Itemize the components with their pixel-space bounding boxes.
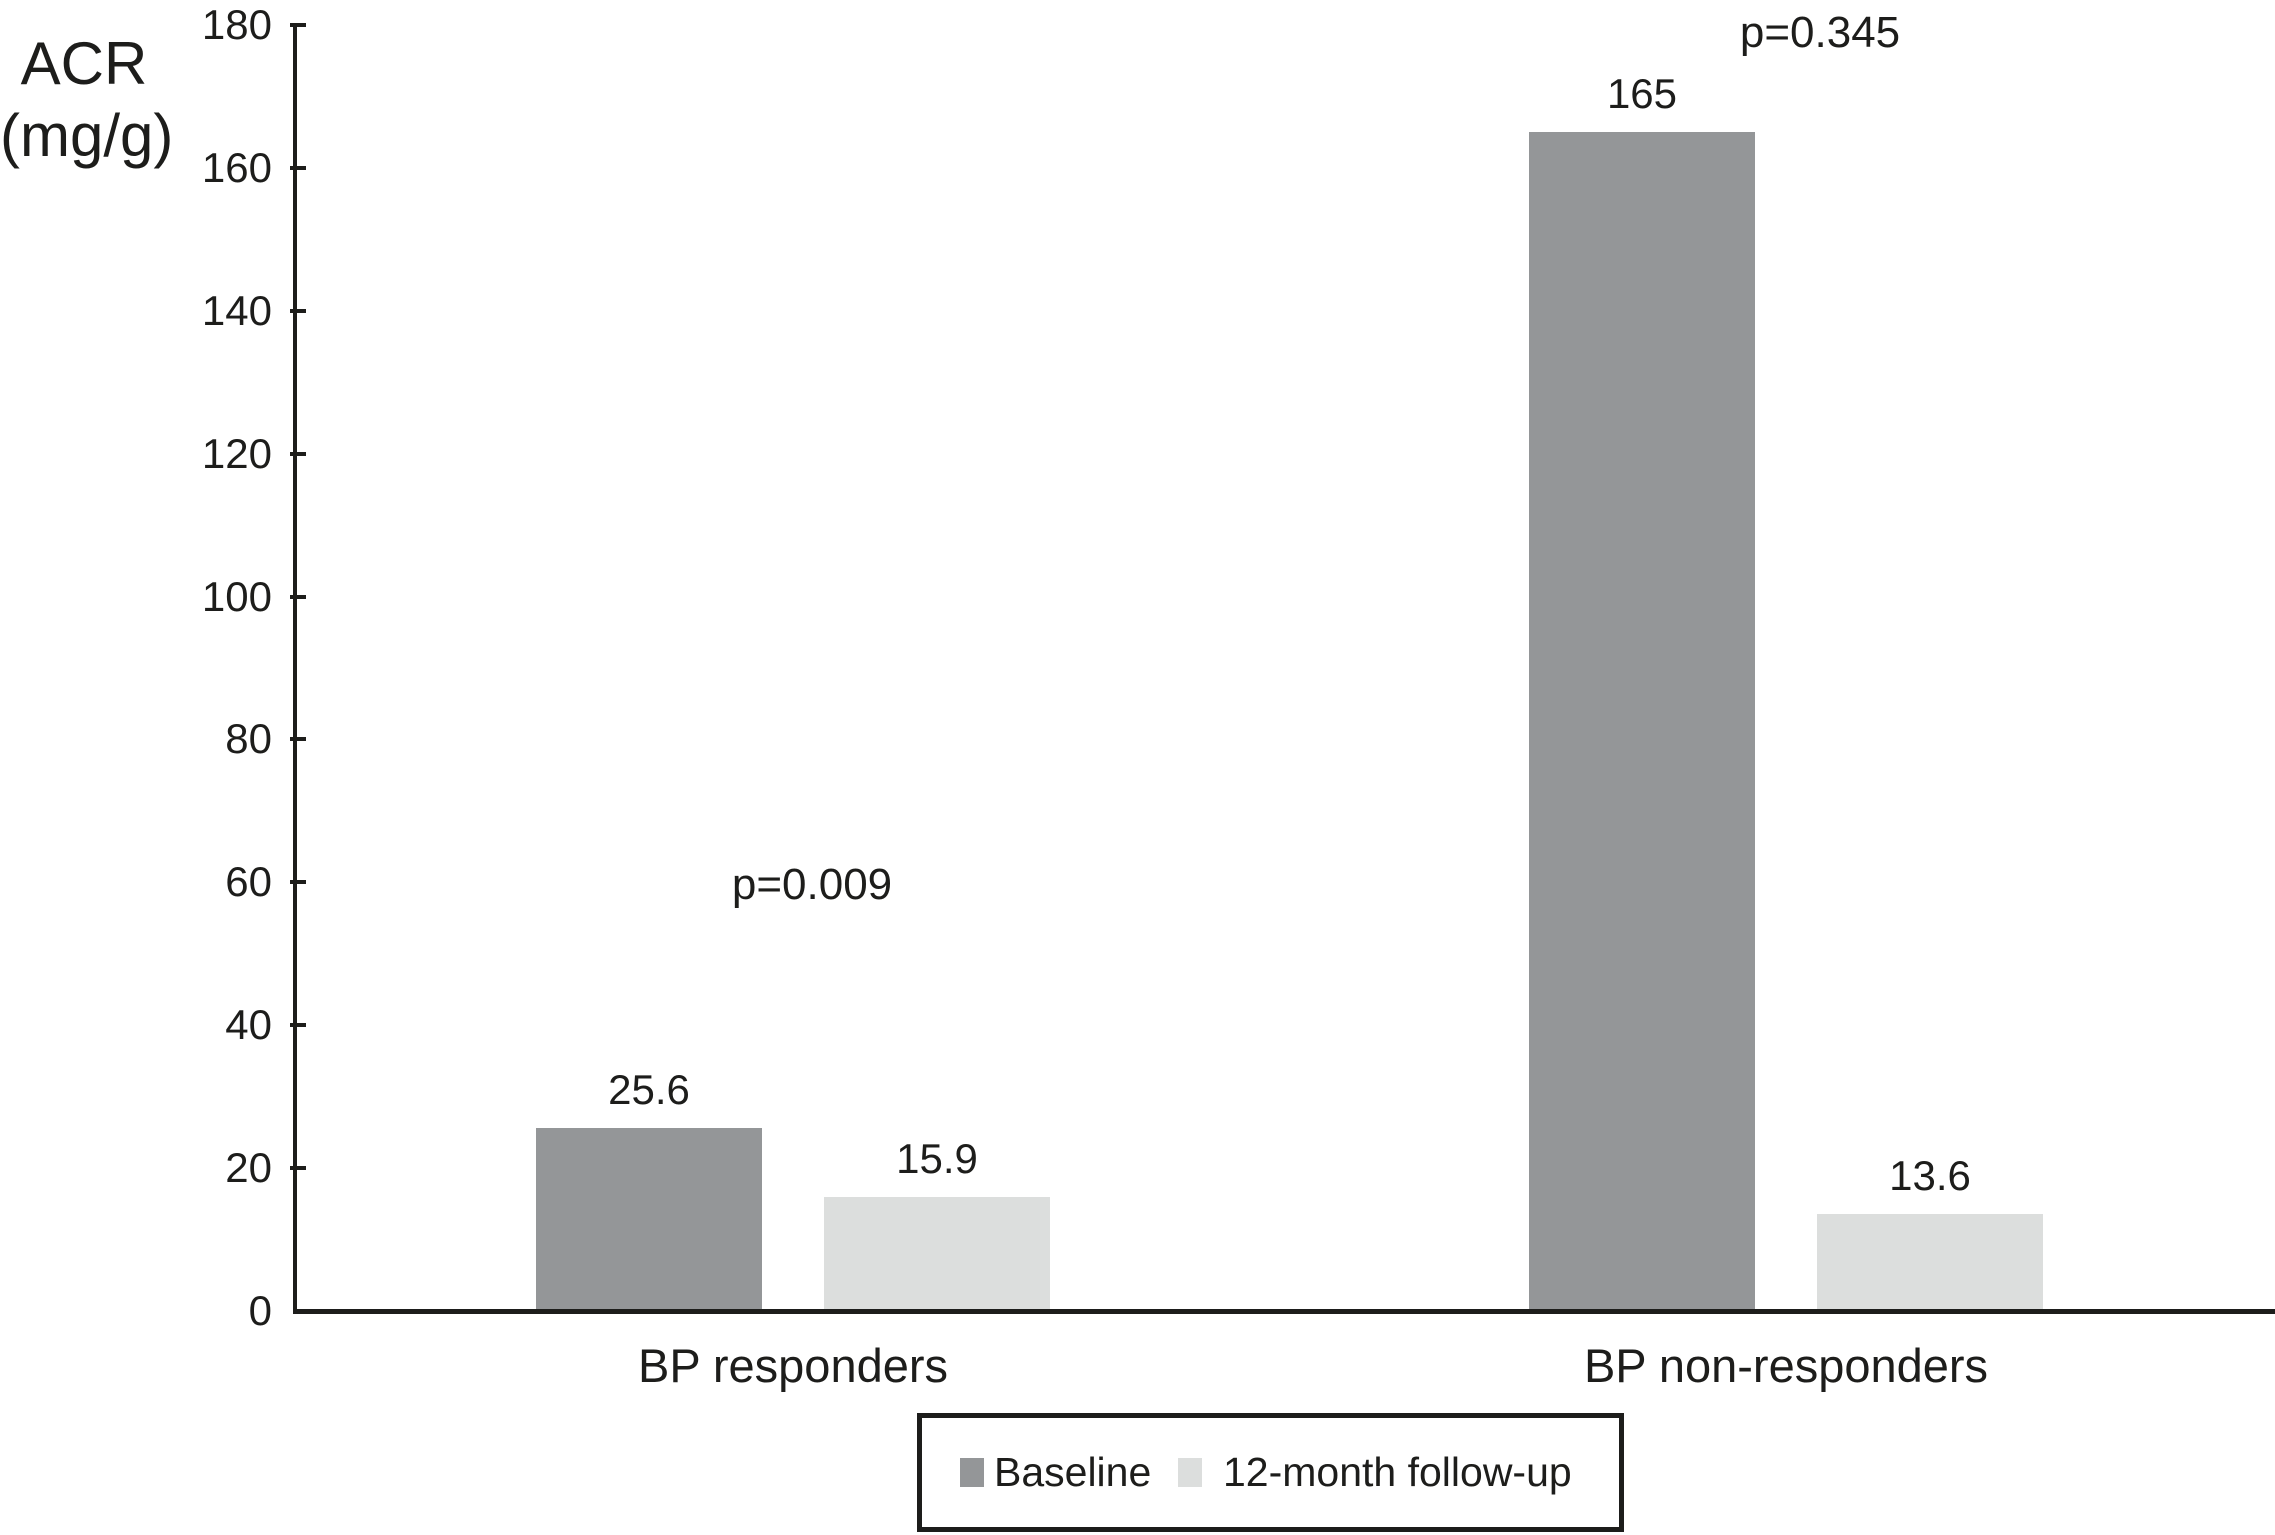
legend-box: Baseline 12-month follow-up [917, 1413, 1624, 1532]
legend-marker-baseline-icon [960, 1458, 984, 1487]
y-tick-label: 20 [225, 1144, 272, 1192]
y-tick-label: 180 [201, 1, 272, 48]
y-tick-label: 80 [225, 715, 272, 763]
legend-label-followup: 12-month follow-up [1223, 1449, 1572, 1495]
bar-12-month-follow-up-bp-non-responders [1817, 1213, 2043, 1311]
y-tick-label: 160 [201, 143, 272, 191]
bar-value-label: 13.6 [1889, 1151, 1971, 1199]
p-value-label: p=0.009 [731, 860, 893, 909]
bar-value-label: 165 [1606, 70, 1678, 118]
y-tick [290, 737, 306, 742]
y-tick-label: 60 [225, 858, 272, 906]
y-axis-line [293, 23, 297, 1314]
legend-marker-followup-icon [1178, 1458, 1202, 1487]
y-tick [290, 594, 306, 599]
bar-value-label: 25.6 [608, 1066, 690, 1114]
p-value-label: p=0.345 [1739, 8, 1901, 57]
y-axis-title: ACR (mg/g) [0, 28, 174, 172]
y-tick [290, 165, 306, 170]
bar-value-label: 15.9 [896, 1135, 978, 1183]
bar-12-month-follow-up-bp-responders [824, 1197, 1050, 1311]
y-tick [290, 1023, 306, 1028]
y-tick-label: 140 [201, 286, 272, 334]
y-tick [290, 308, 306, 313]
y-tick-label: 40 [225, 1001, 272, 1049]
y-axis-title-line1: ACR [20, 30, 148, 97]
y-tick-label: 0 [248, 1287, 272, 1334]
y-tick [290, 23, 306, 27]
x-category-label: BP responders [637, 1339, 949, 1392]
legend-label-baseline: Baseline [994, 1449, 1152, 1495]
bar-baseline-bp-responders [536, 1128, 762, 1311]
y-tick-label: 100 [201, 572, 272, 620]
bar-baseline-bp-non-responders [1529, 132, 1755, 1311]
x-category-label: BP non-responders [1583, 1339, 1989, 1392]
y-tick [290, 880, 306, 885]
y-tick-label: 120 [201, 429, 272, 477]
x-axis-line [293, 1309, 2275, 1314]
y-axis-title-line2: (mg/g) [0, 102, 174, 169]
y-tick [290, 451, 306, 456]
y-tick [290, 1166, 306, 1171]
